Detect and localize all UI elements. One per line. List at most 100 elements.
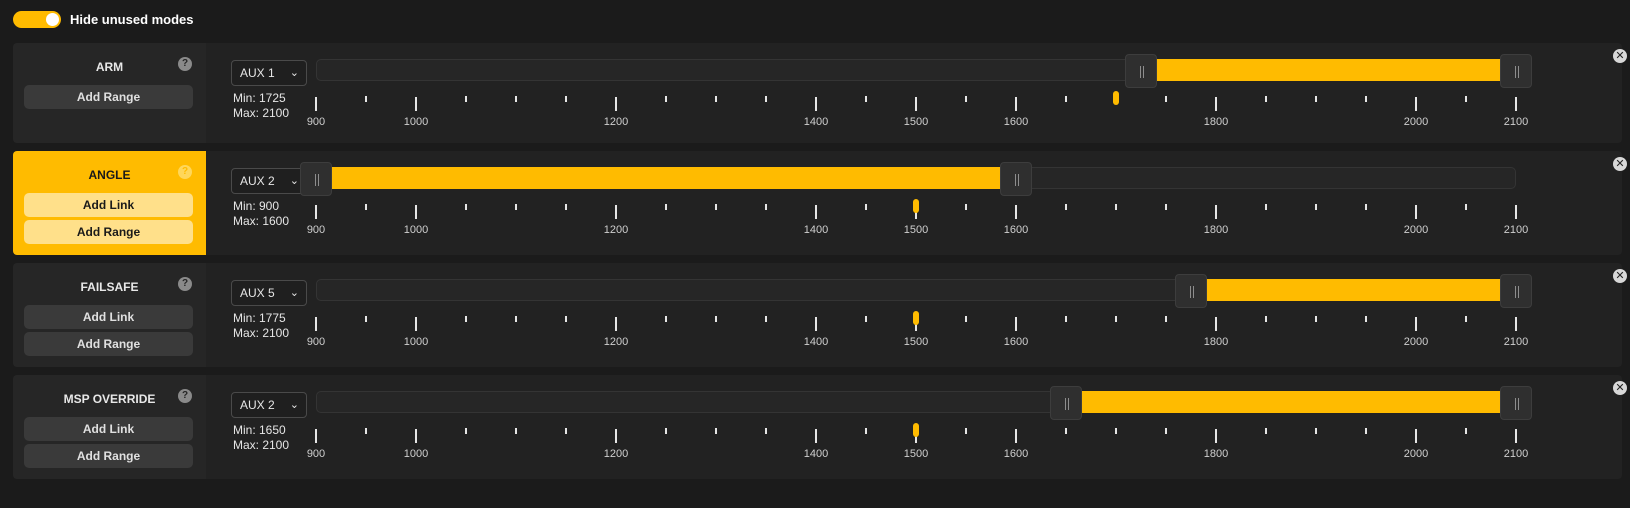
range-slider-fill <box>1066 391 1516 413</box>
scale-tick-minor <box>965 428 967 434</box>
range-min-label: Min: 900 <box>233 199 280 213</box>
range-max-label: Max: 1600 <box>233 214 290 228</box>
aux-channel-value: AUX 1 <box>240 66 275 80</box>
range-min-max: Min: 900 Max: 1600 <box>233 199 289 229</box>
scale-tick-minor <box>715 204 717 210</box>
add-range-button[interactable]: Add Range <box>24 85 193 109</box>
remove-range-close-icon[interactable]: ✕ <box>1613 269 1627 283</box>
scale-tick-major <box>615 429 617 443</box>
scale-tick-minor <box>515 428 517 434</box>
scale-tick-minor <box>865 96 867 102</box>
scale-tick-label: 2000 <box>1403 224 1429 236</box>
scale-tick-major <box>615 97 617 111</box>
scale-tick-minor <box>665 96 667 102</box>
add-range-button[interactable]: Add Range <box>24 444 193 468</box>
range-max-handle[interactable] <box>1500 54 1532 88</box>
scale-tick-minor <box>1315 428 1317 434</box>
scale-tick-minor <box>565 96 567 102</box>
add-link-button[interactable]: Add Link <box>24 193 193 217</box>
scale-tick-label: 1200 <box>603 448 629 460</box>
mode-header-panel: ARM? Add Range <box>13 43 206 143</box>
scale-tick-minor <box>1165 428 1167 434</box>
scale-tick-minor <box>1315 204 1317 210</box>
chevron-down-icon: ⌄ <box>289 175 299 187</box>
hide-unused-label: Hide unused modes <box>70 12 194 27</box>
help-icon[interactable]: ? <box>178 389 192 403</box>
chevron-down-icon: ⌄ <box>289 287 299 299</box>
scale-tick-minor <box>1365 428 1367 434</box>
scale-tick-major <box>1515 429 1517 443</box>
aux-channel-select[interactable]: AUX 1 ⌄ <box>231 60 307 86</box>
range-max-handle[interactable] <box>1500 274 1532 308</box>
aux-channel-select[interactable]: AUX 2 ⌄ <box>231 392 307 418</box>
scale-tick-minor <box>1065 204 1067 210</box>
scale-tick-label: 1200 <box>603 116 629 128</box>
scale-tick-label: 1400 <box>803 336 829 348</box>
range-max-handle[interactable] <box>1500 386 1532 420</box>
scale-tick-minor <box>1165 316 1167 322</box>
chevron-down-icon: ⌄ <box>289 399 299 411</box>
scale-tick-label: 1000 <box>403 224 429 236</box>
hide-unused-switch[interactable] <box>13 11 61 28</box>
help-icon[interactable]: ? <box>178 57 192 71</box>
scale-tick-label: 2100 <box>1503 448 1529 460</box>
help-icon[interactable]: ? <box>178 165 192 179</box>
range-min-handle[interactable] <box>300 162 332 196</box>
scale-tick-label: 1000 <box>403 116 429 128</box>
switch-knob <box>46 13 59 26</box>
scale-tick-label: 1800 <box>1203 116 1229 128</box>
range-min-handle[interactable] <box>1050 386 1082 420</box>
channel-value-marker <box>913 423 919 437</box>
aux-channel-select[interactable]: AUX 5 ⌄ <box>231 280 307 306</box>
scale-tick-minor <box>1115 316 1117 322</box>
scale-tick-label: 1500 <box>903 116 929 128</box>
scale-tick-major <box>1215 205 1217 219</box>
range-max-handle[interactable] <box>1000 162 1032 196</box>
scale-tick-label: 2100 <box>1503 116 1529 128</box>
range-min-label: Min: 1775 <box>233 311 286 325</box>
add-range-button[interactable]: Add Range <box>24 220 193 244</box>
aux-channel-value: AUX 2 <box>240 174 275 188</box>
scale-tick-label: 900 <box>306 224 326 236</box>
scale-tick-minor <box>1265 204 1267 210</box>
range-min-handle[interactable] <box>1175 274 1207 308</box>
range-max-label: Max: 2100 <box>233 326 290 340</box>
remove-range-close-icon[interactable]: ✕ <box>1613 49 1627 63</box>
add-range-button[interactable]: Add Range <box>24 332 193 356</box>
scale-tick-label: 1000 <box>403 336 429 348</box>
help-icon[interactable]: ? <box>178 277 192 291</box>
scale-tick-label: 1600 <box>1003 448 1029 460</box>
scale-tick-minor <box>865 428 867 434</box>
scale-tick-label: 1500 <box>903 224 929 236</box>
scale-tick-label: 1200 <box>603 224 629 236</box>
scale-tick-major <box>1415 97 1417 111</box>
mode-name: FAILSAFE <box>80 280 139 294</box>
scale-tick-major <box>315 97 317 111</box>
scale-tick-label: 1000 <box>403 448 429 460</box>
scale-tick-minor <box>715 96 717 102</box>
aux-channel-value: AUX 5 <box>240 286 275 300</box>
aux-channel-value: AUX 2 <box>240 398 275 412</box>
scale-tick-major <box>415 317 417 331</box>
scale-tick-major <box>815 317 817 331</box>
aux-channel-select[interactable]: AUX 2 ⌄ <box>231 168 307 194</box>
mode-header-panel: MSP OVERRIDE? Add Link Add Range <box>13 375 206 479</box>
scale-tick-minor <box>1365 96 1367 102</box>
mode-row-msp-override: MSP OVERRIDE? Add Link Add Range AUX 2 ⌄ Min:… <box>13 375 1627 479</box>
range-slider-fill <box>1141 59 1516 81</box>
add-link-button[interactable]: Add Link <box>24 305 193 329</box>
scale-tick-minor <box>965 316 967 322</box>
mode-row-failsafe: FAILSAFE? Add Link Add Range AUX 5 ⌄ Min: 177… <box>13 263 1627 367</box>
scale-tick-minor <box>515 204 517 210</box>
remove-range-close-icon[interactable]: ✕ <box>1613 381 1627 395</box>
add-link-button[interactable]: Add Link <box>24 417 193 441</box>
scale-tick-minor <box>1065 428 1067 434</box>
range-min-label: Min: 1650 <box>233 423 286 437</box>
scale-tick-minor <box>1365 204 1367 210</box>
scale-tick-label: 1600 <box>1003 336 1029 348</box>
range-min-handle[interactable] <box>1125 54 1157 88</box>
remove-range-close-icon[interactable]: ✕ <box>1613 157 1627 171</box>
scale-tick-minor <box>565 204 567 210</box>
scale-tick-minor <box>765 204 767 210</box>
